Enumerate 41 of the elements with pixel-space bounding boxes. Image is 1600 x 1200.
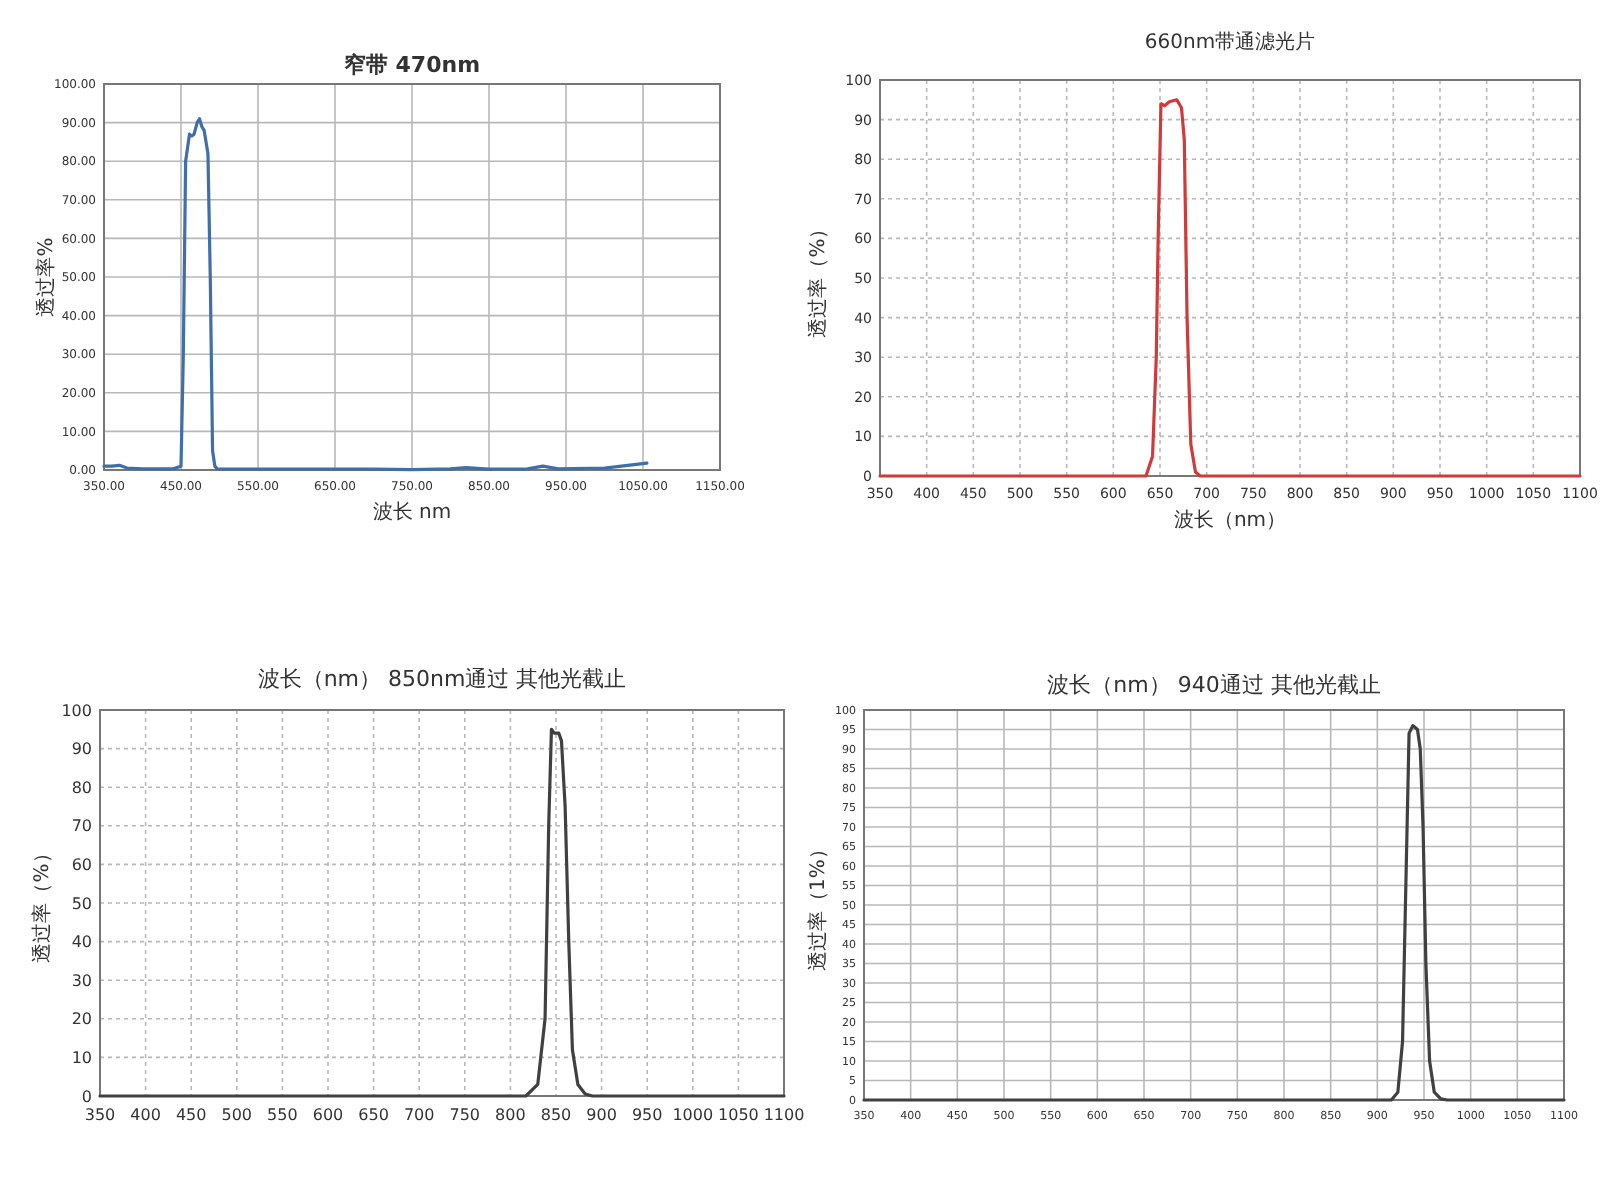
x-tick-label: 900 (586, 1106, 617, 1124)
y-tick-label: 60 (71, 856, 92, 874)
x-tick-label: 1000 (672, 1106, 714, 1124)
line-series (98, 727, 786, 1098)
y-tick-label: 10 (71, 1049, 92, 1067)
x-tick-label: 1050 (718, 1106, 759, 1124)
chart-title: 窄带 470nm (343, 52, 481, 78)
x-tick-label: 750 (449, 1106, 481, 1124)
x-tick-label: 800 (495, 1106, 526, 1124)
x-tick-label: 450 (175, 1106, 207, 1124)
x-tick-label: 700 (403, 1106, 435, 1124)
y-tick-label: 0 (81, 1087, 92, 1106)
y-tick-label: 20 (71, 1010, 92, 1029)
y-axis-title: 透过率（%） (30, 843, 54, 963)
y-axis-title: 透过率（1%） (806, 839, 830, 971)
y-tick-label: 40 (71, 933, 92, 952)
x-tick-label: 1100 (763, 1106, 805, 1124)
y-tick-label: 50 (71, 894, 92, 913)
x-tick-label: 550 (267, 1106, 298, 1124)
y-tick-label: 100 (61, 701, 92, 720)
x-tick-label: 650 (358, 1106, 389, 1124)
y-tick-label: 30 (71, 971, 92, 990)
chart-title: 波长（nm） 850nm通过 其他光截止 (257, 666, 627, 692)
y-tick-label: 70 (71, 817, 92, 836)
x-tick-label: 350 (84, 1106, 116, 1124)
x-tick-label: 600 (312, 1106, 344, 1124)
x-tick-label: 850 (540, 1106, 572, 1124)
chart-title: 660nm带通滤光片 (1144, 30, 1316, 54)
line-series (102, 117, 649, 472)
x-tick-label: 400 (130, 1106, 161, 1124)
x-axis-title: 波长（nm） (1173, 508, 1287, 532)
chart-title: 波长（nm） 940通过 其他光截止 (1047, 672, 1381, 698)
y-axis-title: 透过率（%） (806, 218, 830, 338)
y-axis-title: 透过率% (34, 237, 58, 317)
line-series (862, 724, 1566, 1102)
y-tick-label: 90 (71, 740, 92, 759)
x-tick-label: 500 (221, 1106, 253, 1124)
line-series (878, 98, 1582, 478)
y-tick-label: 80 (71, 778, 92, 797)
x-axis-title: 波长 nm (372, 500, 452, 524)
x-tick-label: 950 (631, 1106, 663, 1124)
